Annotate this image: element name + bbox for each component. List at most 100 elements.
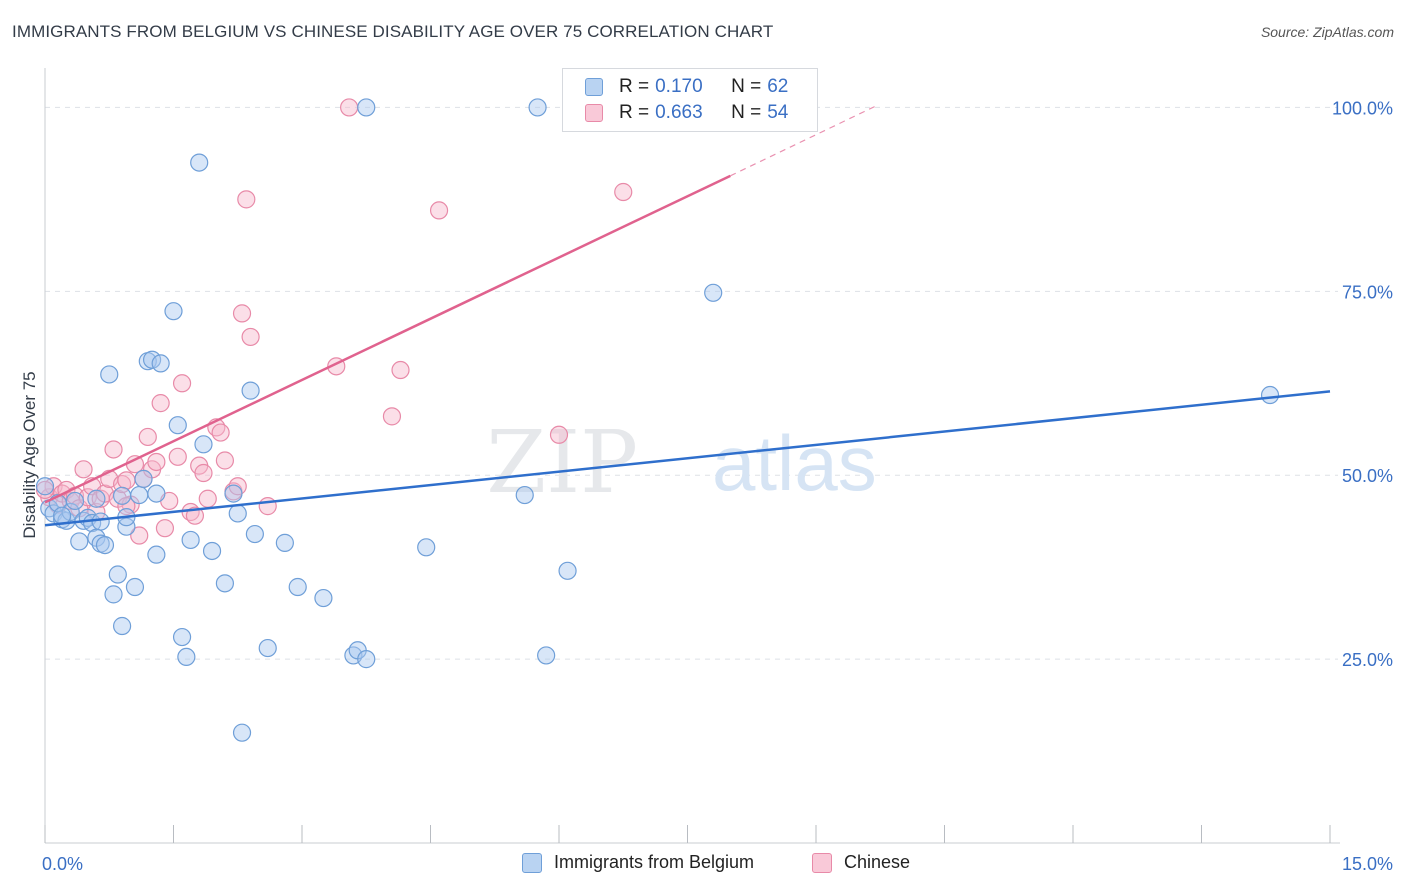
data-point-belgium — [112, 616, 132, 636]
data-point-chinese — [104, 440, 123, 459]
chart-source: Source: ZipAtlas.com — [1260, 24, 1394, 40]
data-point-chinese — [138, 427, 157, 447]
stats-legend: R = 0.170 N = 62 R = 0.663 N = 54 — [562, 68, 818, 132]
data-point-belgium — [130, 485, 149, 505]
watermark: ZIP atlas — [486, 413, 876, 513]
data-point-belgium — [194, 435, 213, 454]
data-point-belgium — [70, 532, 89, 551]
data-point-belgium — [357, 98, 376, 117]
data-point-belgium — [215, 574, 234, 593]
data-point-belgium — [125, 577, 145, 597]
legend-swatch-belgium — [585, 78, 603, 96]
y-tick-label: 75.0% — [1342, 282, 1393, 302]
data-point-belgium — [417, 538, 436, 557]
data-point-belgium — [245, 524, 264, 544]
data-point-belgium — [515, 485, 534, 505]
data-point-belgium — [147, 545, 166, 564]
r-value: 0.170 — [655, 76, 703, 97]
data-point-chinese — [232, 304, 252, 323]
data-point-belgium — [1260, 385, 1280, 405]
data-point-chinese — [172, 374, 192, 393]
data-point-belgium — [164, 302, 183, 321]
data-point-belgium — [528, 98, 547, 117]
data-point-chinese — [185, 506, 205, 525]
data-point-belgium — [104, 585, 123, 604]
data-point-chinese — [168, 447, 187, 466]
data-point-chinese — [614, 182, 633, 202]
data-point-chinese — [198, 489, 217, 508]
data-point-belgium — [241, 381, 260, 400]
y-tick-label: 100.0% — [1332, 98, 1393, 118]
data-point-belgium — [147, 484, 166, 503]
r-label: R = — [619, 76, 650, 97]
data-point-belgium — [108, 565, 127, 584]
data-point-belgium — [95, 535, 115, 555]
data-point-chinese — [117, 471, 136, 490]
data-point-belgium — [558, 561, 577, 580]
stats-legend-row-belgium: R = 0.170 N = 62 — [585, 75, 788, 99]
data-point-chinese — [549, 425, 569, 444]
watermark-atlas: atlas — [712, 419, 877, 507]
y-tick-label: 50.0% — [1342, 466, 1393, 486]
legend-swatch-belgium — [522, 852, 542, 873]
data-point-belgium — [151, 354, 170, 373]
trend-line-chinese — [44, 174, 731, 504]
data-point-chinese — [211, 423, 230, 442]
data-point-chinese — [215, 451, 234, 470]
data-point-belgium — [112, 486, 132, 505]
data-point-belgium — [537, 646, 556, 665]
chart-title: IMMIGRANTS FROM BELGIUM VS CHINESE DISAB… — [12, 22, 774, 41]
data-point-belgium — [65, 491, 85, 511]
data-point-belgium — [288, 577, 307, 597]
trend-line-chinese-extension — [730, 105, 877, 177]
data-point-chinese — [241, 327, 260, 347]
tick-labels: 25.0% 50.0% 75.0% 100.0% 0.0% 15.0% — [42, 98, 1393, 874]
data-point-chinese — [147, 452, 166, 472]
legend-label-belgium: Immigrants from Belgium — [554, 852, 755, 872]
data-point-belgium — [35, 477, 55, 496]
n-value: 54 — [767, 102, 789, 123]
data-point-chinese — [391, 360, 410, 380]
data-point-belgium — [704, 283, 723, 302]
n-value: 62 — [767, 76, 789, 97]
data-point-belgium — [190, 153, 209, 172]
grid-lines — [45, 106, 1338, 660]
r-value: 0.663 — [655, 102, 703, 123]
data-point-chinese — [151, 394, 170, 413]
trend-lines — [44, 105, 1331, 527]
x-tick-label: 15.0% — [1342, 854, 1393, 874]
data-point-belgium — [117, 517, 136, 536]
data-point-chinese — [237, 190, 256, 209]
legend-swatch-chinese — [585, 104, 603, 122]
y-tick-label: 25.0% — [1342, 650, 1393, 670]
legend-item-chinese: Chinese — [812, 852, 910, 873]
data-point-belgium — [202, 541, 222, 561]
data-point-belgium — [275, 533, 294, 552]
legend-swatch-chinese — [812, 852, 832, 873]
data-point-belgium — [357, 650, 376, 669]
legend-item-belgium: Immigrants from Belgium — [522, 852, 754, 873]
data-point-belgium — [228, 504, 247, 523]
data-point-chinese — [340, 98, 359, 117]
data-point-belgium — [224, 484, 243, 503]
stats-legend-row-chinese: R = 0.663 N = 54 — [585, 101, 788, 125]
data-point-chinese — [74, 460, 93, 479]
x-tick-label: 0.0% — [42, 854, 83, 874]
n-label: N = — [731, 76, 762, 97]
data-point-chinese — [194, 463, 213, 483]
data-point-belgium — [258, 638, 277, 658]
data-point-belgium — [100, 365, 119, 384]
data-point-chinese — [130, 526, 149, 545]
r-label: R = — [619, 102, 650, 123]
data-point-belgium — [172, 627, 192, 647]
data-point-belgium — [134, 469, 153, 488]
data-point-belgium — [168, 416, 187, 435]
watermark-zip: ZIP — [486, 413, 638, 513]
axes — [44, 68, 1340, 844]
data-point-belgium — [177, 647, 196, 666]
data-point-belgium — [314, 588, 333, 608]
data-point-chinese — [155, 519, 175, 538]
data-point-chinese — [382, 407, 402, 426]
data-point-belgium — [232, 723, 252, 742]
